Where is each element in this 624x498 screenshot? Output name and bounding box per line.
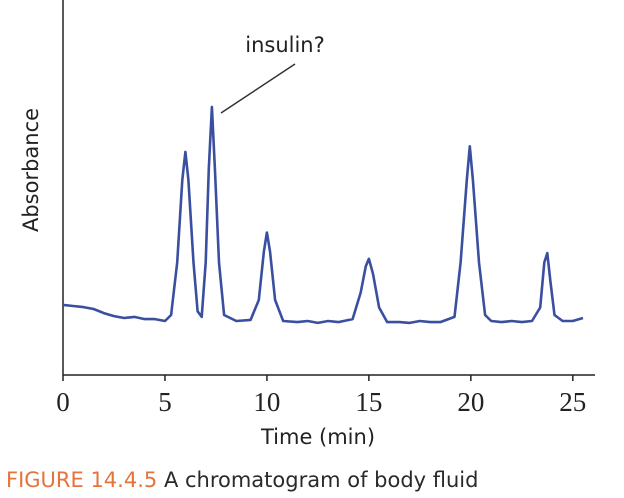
x-tick-label: 20 (457, 387, 484, 417)
x-tick-label: 0 (56, 387, 70, 417)
caption: FIGURE 14.4.5 A chromatogram of body flu… (6, 468, 478, 492)
x-axis-label: Time (min) (260, 425, 375, 449)
x-tick-label: 15 (355, 387, 382, 417)
x-tick-label: 10 (253, 387, 280, 417)
x-tick-label: 25 (559, 387, 586, 417)
data-line (62, 105, 584, 325)
caption-text: A chromatogram of body fluid (164, 468, 479, 492)
x-tick-label: 5 (158, 387, 172, 417)
annotation: insulin? (245, 33, 325, 57)
annotation-pointer (220, 63, 296, 114)
caption-label: FIGURE 14.4.5 (6, 468, 157, 492)
y-axis-label: Absorbance (19, 108, 43, 232)
